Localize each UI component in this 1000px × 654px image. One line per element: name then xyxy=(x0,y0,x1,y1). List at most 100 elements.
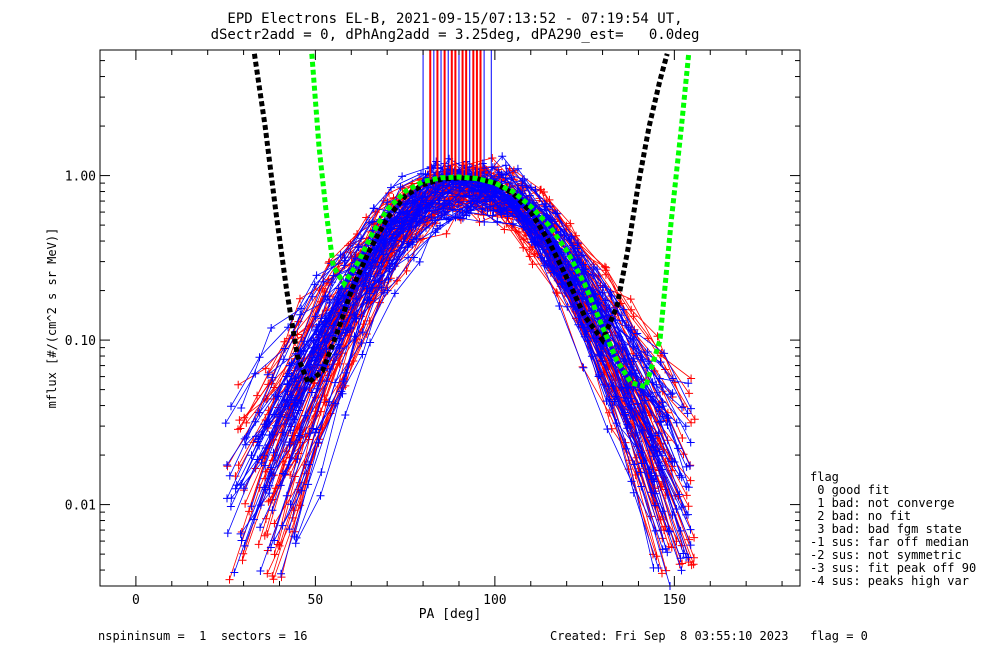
data-point-marker xyxy=(268,572,277,580)
data-point-marker xyxy=(660,349,669,358)
data-point-marker xyxy=(268,506,277,515)
data-point-marker xyxy=(433,205,442,214)
data-point-marker xyxy=(235,416,244,425)
data-point-marker xyxy=(686,438,695,447)
data-point-marker xyxy=(643,347,652,356)
y-tick-label: 0.10 xyxy=(65,334,96,349)
data-point-marker xyxy=(508,206,517,215)
data-point-marker xyxy=(341,411,350,419)
data-point-marker xyxy=(232,481,241,490)
data-point-marker xyxy=(396,229,405,238)
data-point-marker xyxy=(500,225,509,234)
data-point-marker xyxy=(346,323,355,332)
data-point-marker xyxy=(358,350,367,359)
x-tick-label: 0 xyxy=(132,593,140,608)
plot-frame xyxy=(99,49,801,587)
data-point-marker xyxy=(627,477,636,486)
data-point-marker xyxy=(605,304,614,313)
x-tick-label: 150 xyxy=(663,593,686,608)
data-point-marker xyxy=(334,340,343,349)
x-axis-label: PA [deg] xyxy=(419,607,482,622)
data-point-marker xyxy=(654,429,663,438)
data-point-marker xyxy=(509,197,518,206)
data-point-marker xyxy=(684,502,693,511)
data-point-marker xyxy=(686,541,695,550)
data-point-marker xyxy=(417,169,425,178)
data-point-marker xyxy=(533,237,542,246)
flux-traces xyxy=(221,152,699,590)
data-point-marker xyxy=(375,239,384,248)
data-point-marker xyxy=(485,202,494,211)
data-point-marker xyxy=(690,533,699,542)
data-point-marker xyxy=(283,380,292,389)
data-point-marker xyxy=(357,234,366,243)
data-point-marker xyxy=(351,254,360,263)
data-point-marker xyxy=(418,191,427,200)
data-point-marker xyxy=(285,525,294,534)
data-point-marker xyxy=(236,529,245,538)
legend-item: 2 bad: no fit xyxy=(810,509,911,523)
data-point-marker xyxy=(555,302,564,310)
data-point-marker xyxy=(685,461,694,470)
data-point-marker xyxy=(573,244,582,253)
data-point-marker xyxy=(629,312,638,321)
data-point-marker xyxy=(480,217,489,226)
y-tick-label: 1.00 xyxy=(65,170,96,185)
data-point-marker xyxy=(667,543,676,552)
data-point-marker xyxy=(368,255,377,264)
flux-trace-blue xyxy=(253,201,687,520)
data-point-marker xyxy=(676,554,685,563)
data-point-marker xyxy=(352,314,361,323)
data-point-marker xyxy=(308,292,317,301)
data-point-marker xyxy=(498,152,507,161)
data-point-marker xyxy=(403,213,412,222)
data-point-marker xyxy=(329,271,338,280)
peak-markers xyxy=(422,50,492,180)
data-point-marker xyxy=(538,234,547,243)
fit-curves xyxy=(251,53,692,390)
data-point-marker xyxy=(237,404,246,412)
data-point-marker xyxy=(266,463,275,472)
data-point-marker xyxy=(436,221,445,230)
data-point-marker xyxy=(682,462,691,471)
data-point-marker xyxy=(442,229,451,238)
data-point-marker xyxy=(624,389,633,398)
data-point-marker xyxy=(664,526,673,535)
data-point-marker xyxy=(551,209,560,218)
data-point-marker xyxy=(647,442,656,451)
data-point-marker xyxy=(509,219,518,228)
data-point-marker xyxy=(647,475,656,484)
footer-right: Created: Fri Sep 8 03:55:10 2023 flag = … xyxy=(550,629,868,643)
data-point-marker xyxy=(256,567,265,575)
data-point-marker xyxy=(247,502,256,511)
data-point-marker xyxy=(594,372,603,381)
data-point-marker xyxy=(519,235,528,244)
data-point-marker xyxy=(396,183,405,192)
data-point-marker xyxy=(340,261,349,270)
data-point-marker xyxy=(651,526,660,535)
data-point-marker xyxy=(603,425,612,434)
data-point-marker xyxy=(413,201,422,210)
data-point-marker xyxy=(317,468,326,477)
data-point-marker xyxy=(411,191,420,200)
data-point-marker xyxy=(672,505,681,513)
data-point-marker xyxy=(488,196,497,205)
data-point-marker xyxy=(553,209,562,218)
data-point-marker xyxy=(250,515,258,524)
data-point-marker xyxy=(296,294,304,303)
data-point-marker xyxy=(601,270,610,279)
data-point-marker xyxy=(226,502,235,511)
data-point-marker xyxy=(304,460,313,469)
data-point-marker xyxy=(507,221,516,230)
data-point-marker xyxy=(255,441,264,450)
flux-trace-blue xyxy=(265,188,691,530)
data-point-marker xyxy=(325,298,334,307)
data-point-marker xyxy=(633,329,642,338)
data-point-marker xyxy=(390,262,399,271)
data-point-marker xyxy=(636,468,645,477)
data-point-marker xyxy=(261,485,270,494)
axes: 0 50 100 150 0.01 0.10 1.00 xyxy=(65,50,800,608)
data-point-marker xyxy=(525,191,534,200)
data-point-marker xyxy=(269,448,278,457)
data-point-marker xyxy=(409,253,418,262)
